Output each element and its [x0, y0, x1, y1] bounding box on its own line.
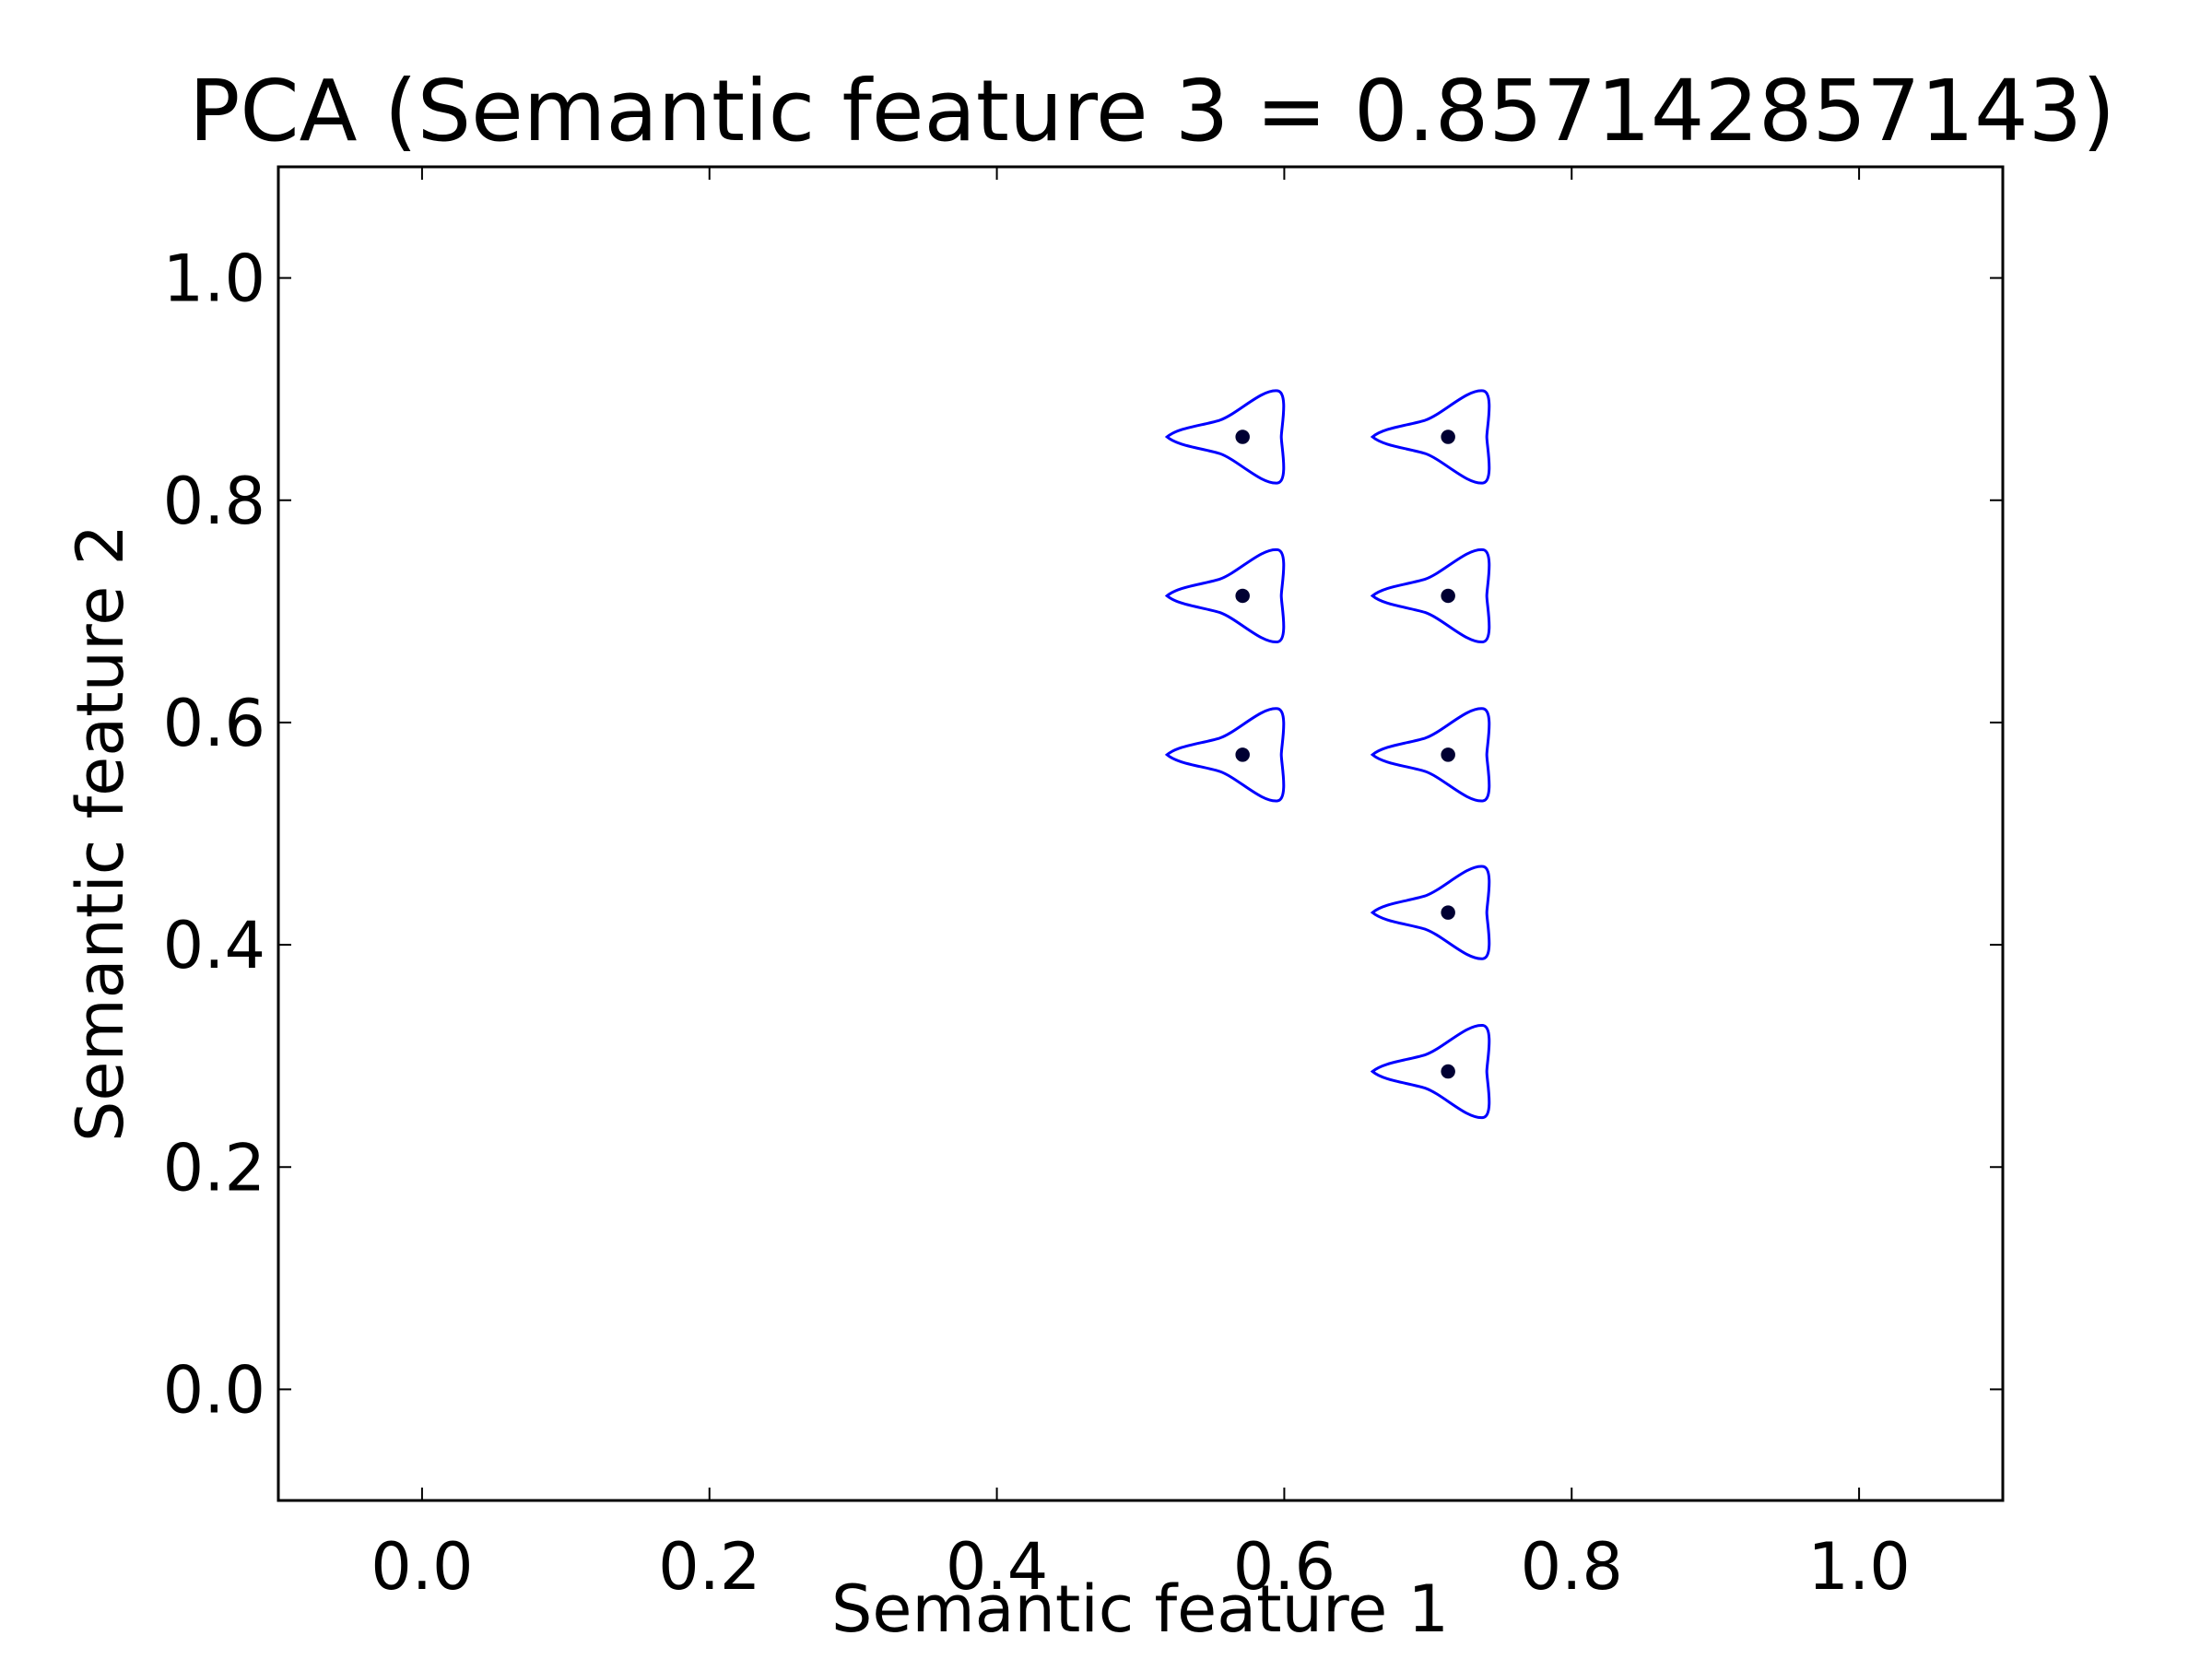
glyph-outline [1370, 547, 1491, 643]
scatter-point [1164, 707, 1286, 803]
y-tick-label: 0.2 [163, 1130, 265, 1206]
glyph-outline [1370, 865, 1491, 960]
point-dot [1235, 747, 1250, 762]
y-tick-label: 1.0 [163, 241, 265, 317]
axis-ticks [278, 167, 2003, 1500]
x-tick-label: 1.0 [1807, 1529, 1910, 1605]
x-tick-label: 0.8 [1521, 1529, 1623, 1605]
plot-area-frame [276, 165, 2005, 1502]
glyph-outline [1370, 389, 1491, 485]
point-dot [1441, 588, 1455, 604]
y-tick-label: 0.4 [163, 908, 265, 983]
glyph-outline [1164, 547, 1286, 643]
glyph-outline [1370, 707, 1491, 803]
y-tick-label: 0.6 [163, 686, 265, 761]
x-tick-label: 0.0 [371, 1529, 473, 1605]
y-axis-label: Semantic feature 2 [63, 524, 138, 1142]
x-axis-tick-labels: 0.0 0.2 0.4 0.6 0.8 1.0 [371, 1529, 1910, 1605]
point-dot [1235, 588, 1250, 604]
point-dot [1235, 429, 1250, 444]
y-tick-label: 0.0 [163, 1352, 265, 1428]
point-dot [1441, 1064, 1455, 1079]
x-axis-label: Semantic feature 1 [831, 1571, 1449, 1647]
scatter-markers [1164, 389, 1491, 1120]
point-dot [1441, 905, 1455, 920]
scatter-point [1370, 1024, 1491, 1120]
point-dot [1441, 429, 1455, 444]
y-axis-tick-labels: 0.0 0.2 0.4 0.6 0.8 1.0 [163, 241, 265, 1429]
x-tick-label: 0.2 [658, 1529, 760, 1605]
chart-title: PCA (Semantic feature 3 = 0.857142857143… [189, 62, 2115, 160]
scatter-point [1164, 389, 1286, 485]
glyph-outline [1164, 389, 1286, 485]
glyph-outline [1164, 707, 1286, 803]
y-tick-label: 0.8 [163, 464, 265, 539]
scatter-point [1370, 865, 1491, 960]
x-tick-label: 0.6 [1233, 1529, 1335, 1605]
point-dot [1441, 747, 1455, 762]
scatter-point [1370, 707, 1491, 803]
scatter-point [1370, 389, 1491, 485]
scatter-point [1164, 547, 1286, 643]
scatter-point [1370, 547, 1491, 643]
glyph-outline [1370, 1024, 1491, 1120]
x-tick-label: 0.4 [946, 1529, 1048, 1605]
